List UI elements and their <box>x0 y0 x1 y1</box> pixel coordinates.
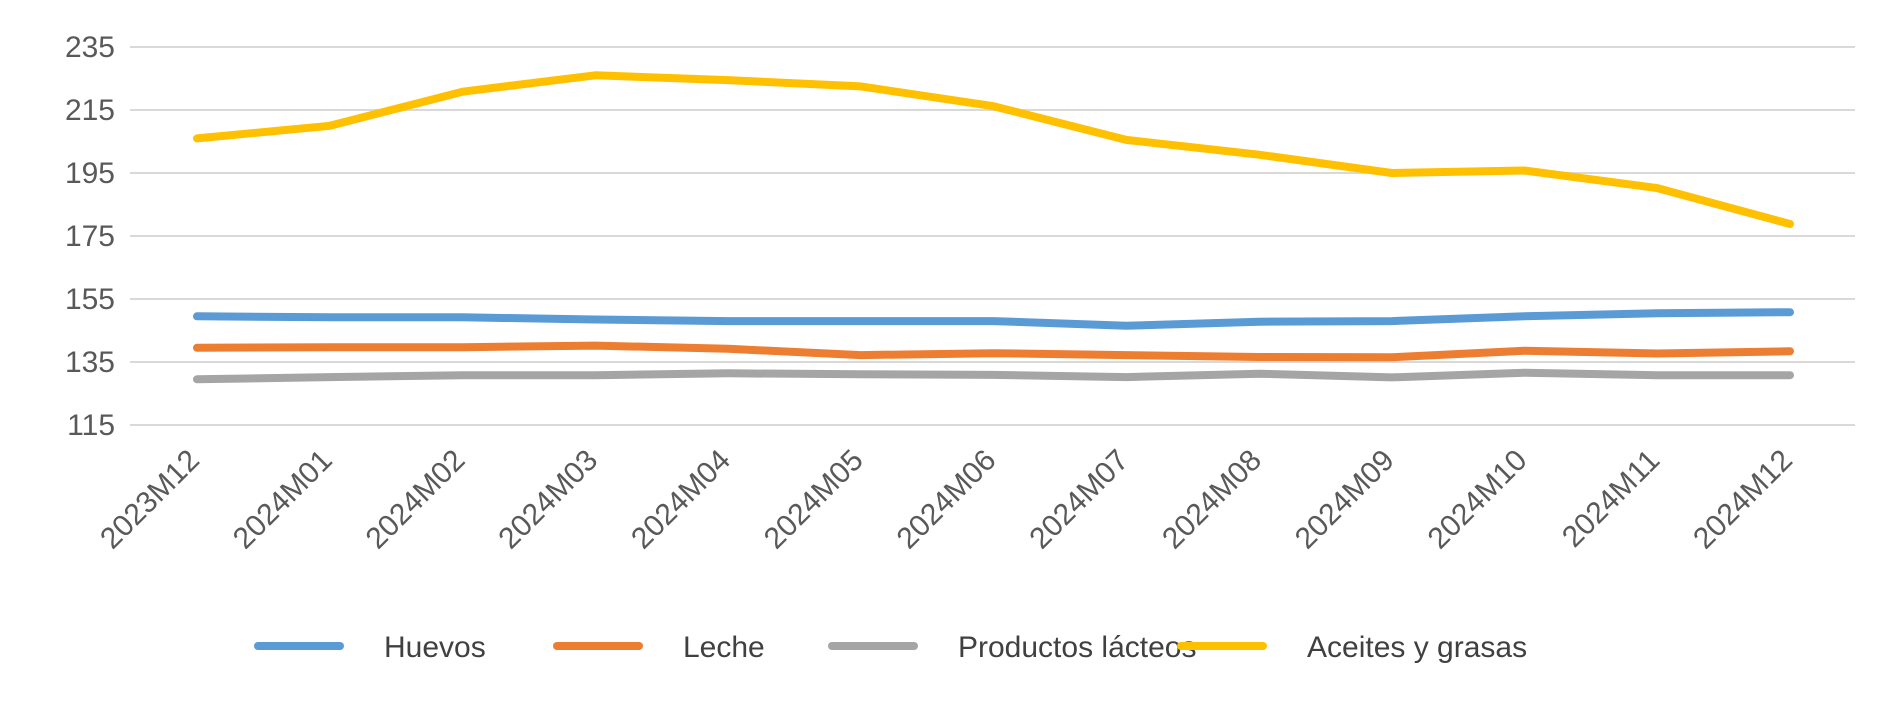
x-tick-label: 2024M11 <box>1556 444 1666 554</box>
x-tick-label: 2024M10 <box>1422 444 1534 556</box>
legend: Huevos Leche Productos lácteos Aceites y gr… <box>254 631 1527 664</box>
x-tick-label: 2024M12 <box>1687 444 1799 556</box>
x-tick-label: 2024M09 <box>1289 444 1401 556</box>
legend-item: Aceites y grasas <box>1177 631 1527 664</box>
legend-item: Productos lácteos <box>828 631 1196 664</box>
y-tick-label: 195 <box>65 157 115 190</box>
y-tick-label: 135 <box>65 346 115 379</box>
x-tick-label: 2024M04 <box>625 444 737 556</box>
legend-label: Productos lácteos <box>958 631 1196 664</box>
y-tick-label: 235 <box>65 31 115 64</box>
series-line-huevos <box>193 308 1794 330</box>
y-axis-ticks: 115 135 155 175 195 215 235 <box>65 31 115 442</box>
x-tick-label: 2024M08 <box>1156 444 1268 556</box>
legend-item: Huevos <box>254 631 486 664</box>
series-line-leche <box>193 341 1794 362</box>
x-tick-label: 2024M01 <box>227 444 339 556</box>
x-tick-label: 2024M03 <box>492 444 604 556</box>
series-line-aceites-y-grasas <box>193 71 1794 228</box>
series-lines <box>193 71 1794 384</box>
x-tick-label: 2023M12 <box>94 444 206 556</box>
y-tick-label: 155 <box>65 283 115 316</box>
x-tick-label: 2024M06 <box>891 444 1003 556</box>
series-line-productos-l-cteos <box>193 368 1794 384</box>
y-tick-label: 175 <box>65 220 115 253</box>
legend-label: Huevos <box>384 631 486 664</box>
x-axis-ticks: 2023M12 2024M01 2024M02 2024M03 2024M04 2024M… <box>94 444 1799 556</box>
x-tick-label: 2024M05 <box>758 444 870 556</box>
legend-item: Leche <box>553 631 765 664</box>
y-tick-label: 215 <box>65 94 115 127</box>
x-tick-label: 2024M07 <box>1023 444 1135 556</box>
x-tick-label: 2024M02 <box>360 444 472 556</box>
legend-label: Leche <box>683 631 765 664</box>
y-tick-label: 115 <box>67 409 115 442</box>
legend-label: Aceites y grasas <box>1307 631 1527 664</box>
